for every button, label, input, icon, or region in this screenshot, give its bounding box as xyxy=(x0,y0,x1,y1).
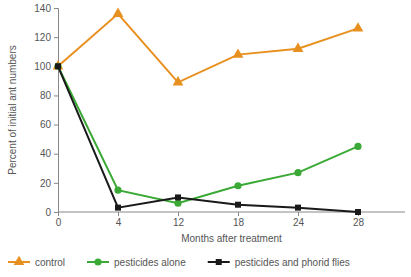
y-axis-title: Percent of initial ant numbers xyxy=(7,45,18,175)
series-marker xyxy=(54,63,61,70)
x-tick: 0 xyxy=(56,212,62,228)
series-marker xyxy=(113,8,124,17)
series-marker xyxy=(355,209,361,215)
series-marker xyxy=(174,200,181,207)
y-tick-label: 80 xyxy=(40,90,52,101)
y-tick-label: 0 xyxy=(45,207,51,218)
legend-marker xyxy=(216,259,222,265)
x-tick-label: 28 xyxy=(353,217,365,228)
y-tick: 0 xyxy=(45,207,58,218)
x-tick-label: 12 xyxy=(173,217,185,228)
series-marker xyxy=(53,60,64,69)
y-tick-label: 120 xyxy=(34,32,51,43)
legend-item: pesticides alone xyxy=(87,257,186,268)
y-tick-label: 40 xyxy=(40,148,52,159)
legend: control pesticides alone pesticides and ph… xyxy=(8,256,350,268)
series-line xyxy=(58,66,358,203)
y-tick: 60 xyxy=(40,119,58,130)
series-marker xyxy=(295,205,301,211)
y-tick-label: 20 xyxy=(40,178,52,189)
series-marker xyxy=(114,187,121,194)
series-marker xyxy=(233,48,244,57)
y-tick-label: 140 xyxy=(34,3,51,14)
y-tick: 40 xyxy=(40,148,58,159)
series-marker xyxy=(354,143,361,150)
y-tick-mark xyxy=(54,8,58,9)
series-marker xyxy=(353,22,364,31)
series-marker xyxy=(235,202,241,208)
legend-marker xyxy=(14,256,25,265)
series-marker xyxy=(293,43,304,52)
legend-label: pesticides alone xyxy=(114,257,186,268)
y-tick-mark xyxy=(54,183,58,184)
plot-area xyxy=(53,8,364,215)
chart: 0 20 40 60 80 100 120 140 0 4 12 18 24 28 Months after… xyxy=(0,0,411,277)
y-tick-mark xyxy=(54,125,58,126)
x-tick-label: 18 xyxy=(233,217,245,228)
series-marker xyxy=(115,205,121,211)
y-tick: 140 xyxy=(34,3,58,14)
series-marker xyxy=(234,182,241,189)
legend-marker xyxy=(94,258,101,265)
y-tick-label: 100 xyxy=(34,61,51,72)
x-tick-mark xyxy=(298,212,299,216)
legend-label: pesticides and phorid flies xyxy=(235,257,350,268)
x-tick-mark xyxy=(118,212,119,216)
x-tick-mark xyxy=(238,212,239,216)
x-tick: 4 xyxy=(116,212,122,228)
y-tick-mark xyxy=(54,154,58,155)
y-axis: 0 20 40 60 80 100 120 140 xyxy=(34,3,58,218)
x-tick: 12 xyxy=(173,212,185,228)
x-tick-label: 24 xyxy=(293,217,305,228)
y-tick: 80 xyxy=(40,90,58,101)
y-tick-mark xyxy=(54,212,58,213)
legend-label: control xyxy=(35,257,65,268)
x-tick-mark xyxy=(58,212,59,216)
x-tick-label: 4 xyxy=(116,217,122,228)
legend-item: pesticides and phorid flies xyxy=(208,257,350,268)
series-marker xyxy=(294,169,301,176)
y-tick-mark xyxy=(54,37,58,38)
x-tick: 18 xyxy=(233,212,245,228)
y-tick: 120 xyxy=(34,32,58,43)
x-tick-label: 0 xyxy=(56,217,62,228)
series-marker xyxy=(175,194,181,200)
x-tick-mark xyxy=(178,212,179,216)
y-tick-label: 60 xyxy=(40,119,52,130)
x-tick: 24 xyxy=(293,212,305,228)
series-marker xyxy=(55,63,61,69)
y-tick-mark xyxy=(54,95,58,96)
x-axis-title: Months after treatment xyxy=(181,233,282,244)
y-axis-line xyxy=(54,9,59,213)
series-marker xyxy=(173,76,184,85)
series-line xyxy=(58,66,358,212)
legend-item: control xyxy=(8,256,65,268)
series-line xyxy=(58,14,358,82)
x-axis: 0 4 12 18 24 28 xyxy=(56,212,405,228)
y-tick: 20 xyxy=(40,178,58,189)
